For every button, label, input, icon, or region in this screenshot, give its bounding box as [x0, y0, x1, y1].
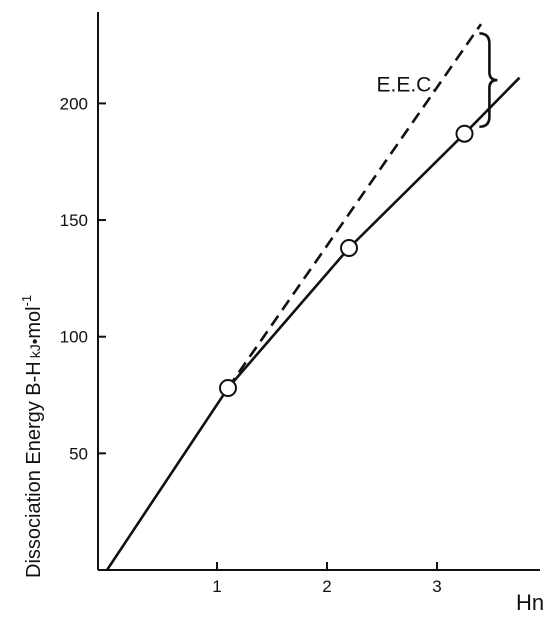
y-axis-label-exponent: -1	[19, 295, 34, 307]
x-axis-label: Hn	[516, 590, 544, 614]
y-axis-label: Dissociation Energy B-H kJ•mol-1	[19, 295, 45, 578]
series-line-dashed	[226, 23, 483, 389]
marker-layer	[219, 124, 474, 398]
y-axis-label-unit-mol: mol	[23, 306, 45, 338]
axes: 50 100 150 200 1 2 3	[60, 12, 540, 596]
series-line-solid	[105, 76, 521, 571]
data-point-marker	[455, 124, 474, 143]
series-layer	[105, 23, 521, 571]
annotation-label: E.E.C.	[377, 74, 438, 97]
y-tick-label: 200	[60, 94, 88, 113]
data-point-marker	[219, 379, 237, 398]
x-tick-label: 1	[212, 577, 221, 596]
y-axis-label-main: Dissociation Energy B-H	[23, 361, 45, 578]
y-axis-label-unit-kj: kJ	[27, 344, 43, 358]
y-tick-label: 100	[60, 328, 88, 347]
data-point-marker	[340, 239, 358, 258]
y-axis-label-dot: •	[27, 339, 44, 345]
curly-brace	[479, 32, 498, 129]
y-tick-label: 50	[69, 444, 88, 463]
x-tick-label: 3	[432, 577, 441, 596]
x-tick-label: 2	[322, 577, 331, 596]
annotation-layer: E.E.C.	[377, 32, 498, 129]
y-tick-label: 150	[60, 211, 88, 230]
